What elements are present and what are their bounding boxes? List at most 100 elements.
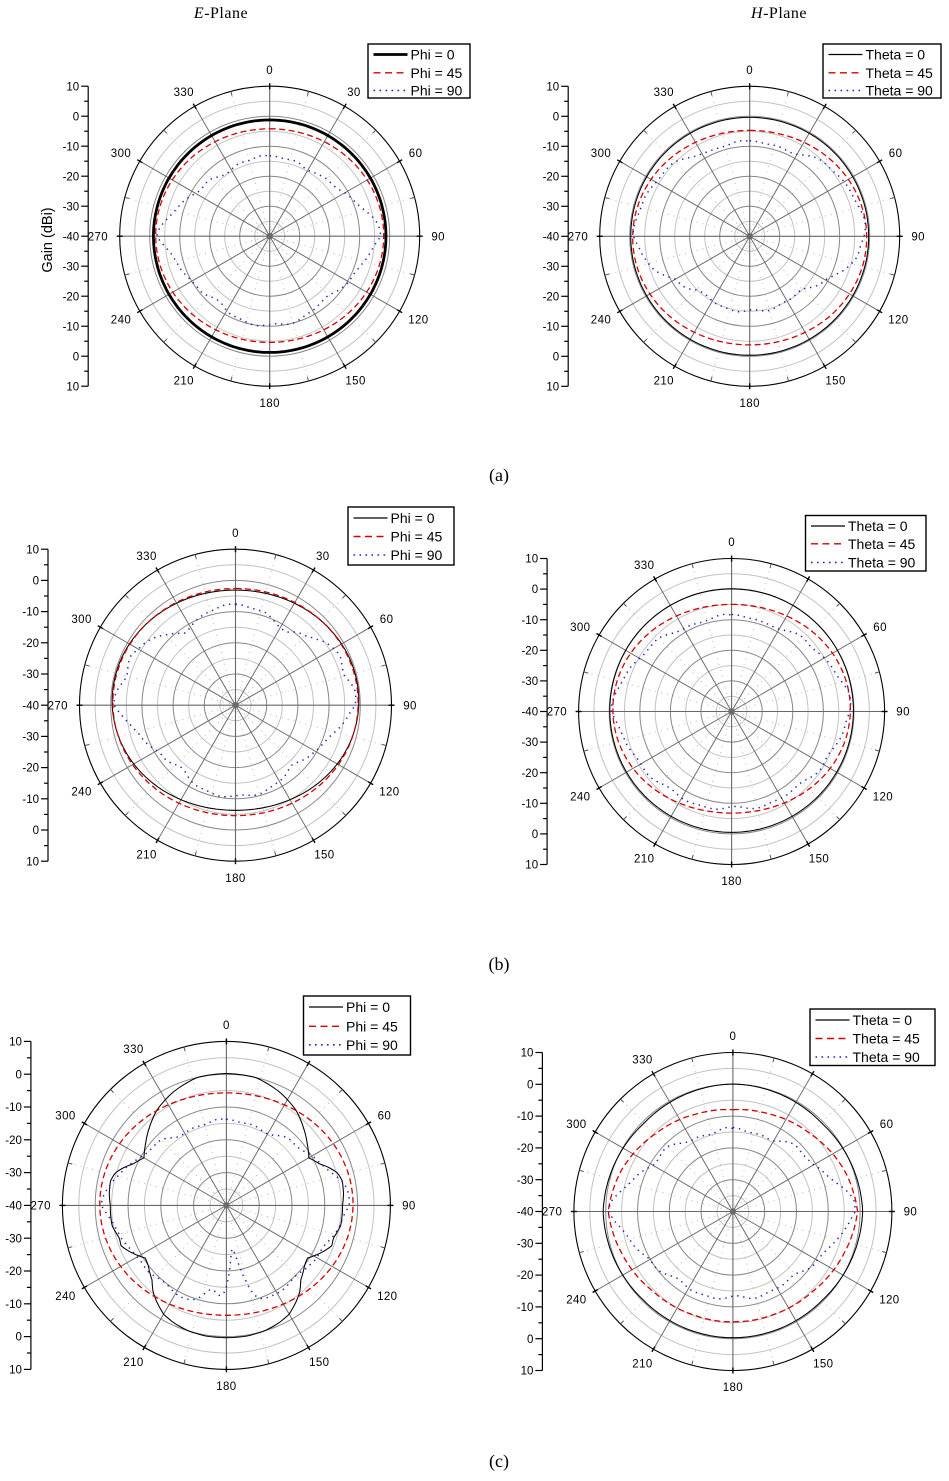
svg-text:0: 0 [15, 1332, 21, 1344]
svg-text:330: 330 [174, 87, 194, 99]
svg-text:270: 270 [542, 1207, 562, 1219]
svg-text:-20: -20 [63, 171, 80, 183]
svg-text:-30: -30 [63, 261, 80, 273]
svg-text:-10: -10 [63, 141, 80, 153]
svg-text:0: 0 [527, 1334, 533, 1346]
svg-text:120: 120 [379, 787, 399, 799]
svg-text:210: 210 [634, 853, 654, 865]
svg-text:0: 0 [15, 1069, 21, 1081]
svg-text:90: 90 [904, 1207, 918, 1219]
svg-text:180: 180 [260, 398, 280, 410]
svg-text:10: 10 [546, 381, 559, 393]
svg-text:120: 120 [377, 1291, 397, 1303]
svg-text:0: 0 [730, 1031, 737, 1043]
svg-text:180: 180 [740, 398, 760, 410]
svg-text:Theta = 90: Theta = 90 [866, 83, 934, 99]
svg-text:90: 90 [911, 231, 925, 243]
svg-text:210: 210 [123, 1357, 143, 1369]
svg-text:-40: -40 [22, 700, 39, 712]
svg-text:-20: -20 [517, 1143, 534, 1155]
svg-text:60: 60 [409, 148, 423, 160]
svg-text:-20: -20 [63, 291, 80, 303]
svg-text:330: 330 [136, 551, 156, 563]
svg-text:90: 90 [896, 707, 910, 719]
svg-text:-10: -10 [517, 1111, 534, 1123]
svg-text:240: 240 [71, 787, 91, 799]
svg-text:10: 10 [525, 554, 538, 566]
svg-text:0: 0 [232, 528, 239, 540]
svg-text:0: 0 [33, 825, 39, 837]
svg-text:-30: -30 [22, 669, 39, 681]
svg-text:330: 330 [123, 1044, 143, 1056]
svg-text:-30: -30 [543, 201, 560, 213]
svg-text:0: 0 [527, 1079, 533, 1091]
svg-text:Theta = 0: Theta = 0 [848, 518, 908, 534]
svg-text:-10: -10 [517, 1302, 534, 1314]
svg-text:60: 60 [880, 1119, 894, 1131]
svg-text:Theta = 45: Theta = 45 [853, 1031, 921, 1047]
svg-text:10: 10 [525, 860, 538, 872]
svg-text:150: 150 [345, 376, 365, 388]
svg-text:180: 180 [216, 1381, 236, 1393]
svg-text:-10: -10 [543, 321, 560, 333]
svg-text:90: 90 [403, 700, 417, 712]
svg-text:-10: -10 [5, 1299, 22, 1311]
svg-text:240: 240 [570, 791, 590, 803]
svg-text:60: 60 [873, 622, 887, 634]
svg-text:Phi = 0: Phi = 0 [411, 47, 455, 63]
svg-text:60: 60 [380, 614, 394, 626]
svg-text:-20: -20 [521, 768, 538, 780]
svg-text:-40: -40 [543, 231, 560, 243]
svg-text:-20: -20 [5, 1266, 22, 1278]
svg-text:300: 300 [566, 1119, 586, 1131]
svg-text:-30: -30 [517, 1238, 534, 1250]
svg-text:-20: -20 [543, 291, 560, 303]
svg-text:Gain (dBi): Gain (dBi) [40, 207, 56, 272]
svg-text:Phi = 45: Phi = 45 [346, 1018, 398, 1034]
svg-text:120: 120 [888, 315, 908, 327]
svg-text:(b): (b) [489, 954, 510, 975]
svg-text:270: 270 [568, 231, 588, 243]
svg-text:0: 0 [553, 111, 559, 123]
svg-text:-20: -20 [521, 645, 538, 657]
svg-text:Theta = 0: Theta = 0 [866, 47, 926, 63]
svg-text:-10: -10 [63, 321, 80, 333]
svg-text:-30: -30 [521, 737, 538, 749]
svg-text:-30: -30 [22, 732, 39, 744]
svg-text:10: 10 [66, 81, 79, 93]
svg-text:-30: -30 [5, 1168, 22, 1180]
svg-text:-40: -40 [5, 1201, 22, 1213]
svg-text:10: 10 [521, 1048, 534, 1060]
svg-text:300: 300 [55, 1110, 75, 1122]
svg-text:10: 10 [546, 81, 559, 93]
svg-text:150: 150 [825, 376, 845, 388]
svg-text:H-Plane: H-Plane [750, 5, 807, 22]
svg-text:180: 180 [723, 1382, 743, 1394]
svg-text:E-Plane: E-Plane [193, 5, 248, 22]
svg-text:-20: -20 [22, 763, 39, 775]
svg-text:150: 150 [314, 850, 334, 862]
svg-text:240: 240 [591, 315, 611, 327]
svg-text:Phi = 90: Phi = 90 [346, 1037, 398, 1053]
svg-text:90: 90 [431, 231, 445, 243]
svg-text:240: 240 [566, 1294, 586, 1306]
svg-text:-40: -40 [63, 231, 80, 243]
svg-text:150: 150 [813, 1359, 833, 1371]
svg-text:Phi = 45: Phi = 45 [391, 529, 443, 545]
svg-text:0: 0 [532, 584, 538, 596]
svg-text:0: 0 [73, 111, 79, 123]
svg-text:Theta = 90: Theta = 90 [853, 1049, 921, 1065]
svg-text:120: 120 [408, 315, 428, 327]
svg-text:10: 10 [26, 856, 39, 868]
svg-text:-20: -20 [543, 171, 560, 183]
svg-text:180: 180 [721, 876, 741, 888]
svg-text:Phi = 45: Phi = 45 [411, 65, 463, 81]
svg-text:270: 270 [48, 700, 68, 712]
svg-text:-30: -30 [517, 1175, 534, 1187]
svg-text:Phi = 0: Phi = 0 [346, 999, 390, 1015]
svg-text:-10: -10 [521, 798, 538, 810]
svg-text:-40: -40 [521, 707, 538, 719]
svg-text:0: 0 [266, 65, 273, 77]
svg-text:0: 0 [532, 829, 538, 841]
svg-text:120: 120 [873, 791, 893, 803]
